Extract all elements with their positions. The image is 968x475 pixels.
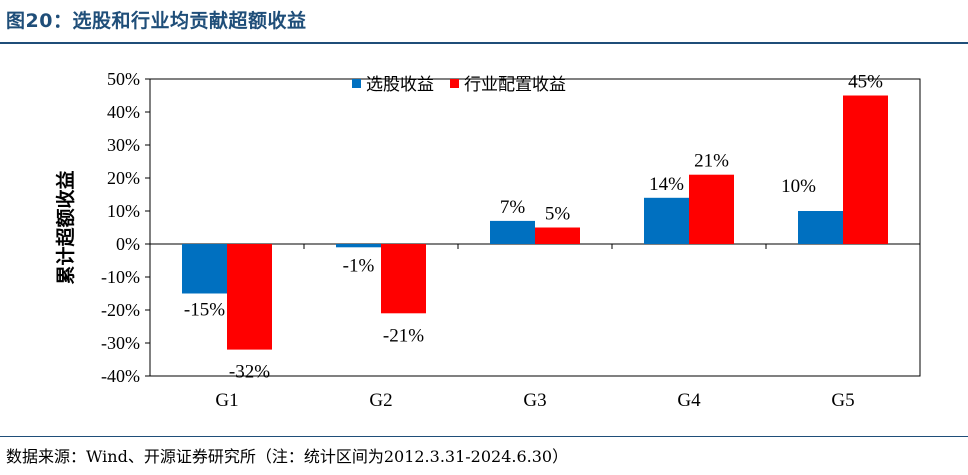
bar-industry-allocation (227, 244, 272, 350)
x-tick-label: G2 (369, 390, 392, 411)
legend-label: 选股收益 (366, 75, 434, 94)
x-tick-label: G1 (215, 390, 238, 411)
y-tick-label: 50% (107, 69, 140, 89)
bar-industry-allocation (843, 95, 888, 244)
bar-industry-allocation (689, 174, 734, 244)
data-label: 7% (500, 197, 526, 218)
bar-stock-selection (490, 220, 535, 244)
data-label: -32% (229, 362, 270, 383)
y-tick-label: -10% (101, 267, 140, 287)
title-divider (0, 42, 968, 44)
y-tick-label: -40% (101, 366, 140, 386)
x-tick-label: G5 (831, 390, 854, 411)
data-label: -15% (184, 300, 225, 321)
bar-chart: 50% 40% 30% 20% 10% 0% -10% -20% -30% -40% -15% -32… (54, 69, 921, 411)
source-divider (0, 436, 968, 437)
bar-stock-selection (336, 244, 381, 248)
y-tick-label: -30% (101, 333, 140, 353)
y-tick-label: 30% (107, 135, 140, 155)
data-label: 14% (649, 174, 684, 195)
x-tick-label: G4 (677, 390, 701, 411)
source-note: 数据来源：Wind、开源证券研究所（注：统计区间为2012.3.31-2024.… (6, 447, 569, 466)
y-tick-label: 0% (116, 234, 140, 254)
x-tick-label: G3 (523, 390, 546, 411)
y-axis-title: 累计超额收益 (54, 170, 77, 284)
figure-title: 图20：选股和行业均贡献超额收益 (6, 10, 307, 32)
legend-label: 行业配置收益 (464, 75, 566, 94)
y-tick-label: 20% (107, 168, 140, 188)
y-tick-label: 40% (107, 102, 140, 122)
data-label: -21% (383, 325, 424, 346)
data-label: 10% (781, 176, 816, 197)
bar-stock-selection (182, 244, 227, 294)
data-label: 45% (848, 72, 883, 93)
plot-area-border (149, 78, 921, 377)
bar-stock-selection (798, 211, 843, 244)
bar-industry-allocation (381, 244, 426, 314)
y-tick-label: 10% (107, 201, 140, 221)
data-label: -1% (343, 255, 375, 276)
legend-swatch (352, 79, 361, 88)
data-label: 21% (694, 151, 729, 172)
data-label: 5% (545, 204, 571, 225)
y-tick-label: -20% (101, 300, 140, 320)
legend-swatch (450, 79, 459, 88)
bar-stock-selection (644, 197, 689, 244)
bar-industry-allocation (535, 227, 580, 244)
